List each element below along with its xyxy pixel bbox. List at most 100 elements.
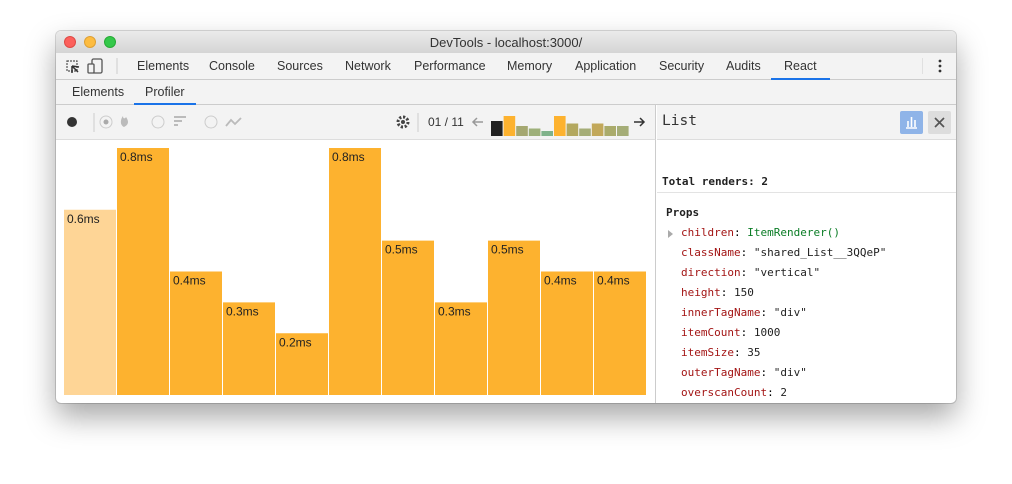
tab[interactable]: Network bbox=[345, 59, 391, 73]
prop-colon: : bbox=[720, 286, 734, 299]
value-label: 0.2ms bbox=[279, 335, 312, 349]
prop-colon: : bbox=[733, 346, 748, 359]
commit-bar bbox=[491, 121, 503, 136]
minimize-button[interactable] bbox=[84, 36, 96, 48]
subtab[interactable]: Elements bbox=[72, 85, 125, 99]
flame-radio[interactable] bbox=[99, 115, 113, 129]
prop-value: "div" bbox=[773, 366, 807, 379]
bar bbox=[435, 302, 487, 395]
commit-bar bbox=[541, 131, 553, 136]
commit-bar bbox=[566, 123, 579, 136]
commit-bar bbox=[617, 126, 629, 136]
prop-value: 35 bbox=[747, 346, 761, 359]
tab[interactable]: Security bbox=[659, 59, 705, 73]
tab[interactable]: Memory bbox=[507, 59, 553, 73]
bar bbox=[223, 302, 275, 395]
commit-bar bbox=[554, 116, 566, 136]
commit-bar bbox=[516, 126, 528, 136]
subtab[interactable]: Profiler bbox=[134, 80, 196, 105]
prop-name: overscanCount bbox=[681, 386, 768, 399]
subtab-bar: Elements Profiler bbox=[56, 80, 956, 105]
expand-arrow[interactable] bbox=[666, 229, 676, 239]
more-menu[interactable] bbox=[922, 53, 952, 79]
bar bbox=[64, 209, 116, 395]
bar bbox=[382, 240, 434, 395]
prop-colon: : bbox=[760, 306, 774, 319]
zoom-button[interactable] bbox=[104, 36, 116, 48]
prop-colon: : bbox=[740, 326, 754, 339]
ranked-radio[interactable] bbox=[151, 115, 165, 129]
tab[interactable]: Application bbox=[575, 59, 637, 73]
value-label: 0.3ms bbox=[226, 304, 259, 318]
prop-name: direction bbox=[681, 266, 741, 279]
details-panel: List Total renders: 2 Props children: It… bbox=[657, 105, 956, 403]
close-button[interactable] bbox=[64, 36, 76, 48]
tab[interactable]: Elements bbox=[137, 59, 190, 73]
value-label: 0.6ms bbox=[67, 212, 100, 226]
value-label: 0.5ms bbox=[385, 243, 418, 257]
prop-row: className: "shared_List__3QQeP" bbox=[681, 246, 886, 259]
value-label: 0.4ms bbox=[544, 274, 577, 288]
prop-row: direction: "vertical" bbox=[681, 266, 820, 279]
commit-bar bbox=[604, 126, 616, 136]
inspect-icons[interactable] bbox=[56, 53, 126, 79]
window-title: DevTools - localhost:3000/ bbox=[429, 35, 583, 50]
value-label: 0.4ms bbox=[597, 274, 630, 288]
tab[interactable]: Performance bbox=[414, 59, 486, 73]
total-renders: Total renders: 2 bbox=[662, 175, 768, 188]
prop-colon: : bbox=[733, 226, 748, 239]
prop-colon: : bbox=[740, 246, 754, 259]
total-renders-label: Total renders: bbox=[662, 175, 755, 188]
commit-bar bbox=[503, 116, 516, 136]
title-bar: DevTools - localhost:3000/ bbox=[56, 31, 956, 53]
prop-name: itemSize bbox=[681, 346, 734, 359]
prop-row: itemSize: 35 bbox=[681, 346, 760, 359]
profiler-toolbar: 01 / 11 bbox=[56, 105, 656, 140]
tab[interactable]: Sources bbox=[277, 59, 323, 73]
prop-colon: : bbox=[740, 266, 754, 279]
tab[interactable]: React bbox=[771, 53, 830, 80]
separator bbox=[657, 192, 956, 193]
component-name: List bbox=[662, 113, 697, 129]
prop-name: innerTagName bbox=[681, 306, 761, 319]
toolbar-icons: 01 / 11 bbox=[67, 113, 646, 136]
value-label: 0.8ms bbox=[120, 150, 153, 164]
next-commit[interactable] bbox=[634, 117, 646, 127]
tab[interactable]: Console bbox=[209, 59, 255, 73]
flamegraph-chart: 0.6ms 0.8ms 0.4ms 0.3ms 0.2ms 0.8ms 0.5ms 0.3ms… bbox=[56, 140, 656, 403]
commit-chart: 0.6ms 0.8ms 0.4ms 0.3ms 0.2ms 0.8ms 0.5ms 0.3ms… bbox=[64, 148, 646, 395]
prop-value: 150 bbox=[734, 286, 754, 299]
value-label: 0.3ms bbox=[438, 304, 471, 318]
bar bbox=[541, 271, 593, 395]
prop-value: "vertical" bbox=[753, 266, 821, 279]
commit-bar bbox=[579, 128, 591, 136]
prop-colon: : bbox=[760, 366, 774, 379]
prop-row: innerTagName: "div" bbox=[681, 306, 807, 319]
props-heading: Props bbox=[666, 206, 700, 219]
prop-row: overscanCount: 2 bbox=[681, 386, 787, 399]
value-label: 0.4ms bbox=[173, 274, 206, 288]
value-label: 0.5ms bbox=[491, 243, 524, 257]
tab-bar: Elements Console Sources Network Performance… bbox=[56, 53, 956, 80]
prop-name: itemCount bbox=[681, 326, 741, 339]
bar bbox=[488, 240, 540, 395]
prop-value: 1000 bbox=[753, 326, 781, 339]
value-label: 0.8ms bbox=[332, 150, 365, 164]
bar bbox=[170, 271, 222, 395]
prop-value: "shared_List__3QQeP" bbox=[753, 246, 887, 259]
prop-value: "div" bbox=[773, 306, 807, 319]
prop-colon: : bbox=[767, 386, 781, 399]
interactions-radio[interactable] bbox=[204, 115, 218, 129]
settings-button[interactable] bbox=[396, 115, 410, 129]
prop-value: ItemRenderer() bbox=[747, 226, 840, 239]
prop-row: children: ItemRenderer() bbox=[681, 226, 840, 239]
record-button[interactable] bbox=[67, 117, 77, 127]
previous-commit[interactable] bbox=[471, 117, 483, 127]
prop-name: children bbox=[681, 226, 734, 239]
tab[interactable]: Audits bbox=[726, 59, 761, 73]
bar bbox=[594, 271, 646, 395]
commit-bar bbox=[528, 128, 541, 136]
prop-value: 2 bbox=[780, 386, 787, 399]
commit-counter: 01 / 11 bbox=[428, 115, 464, 129]
